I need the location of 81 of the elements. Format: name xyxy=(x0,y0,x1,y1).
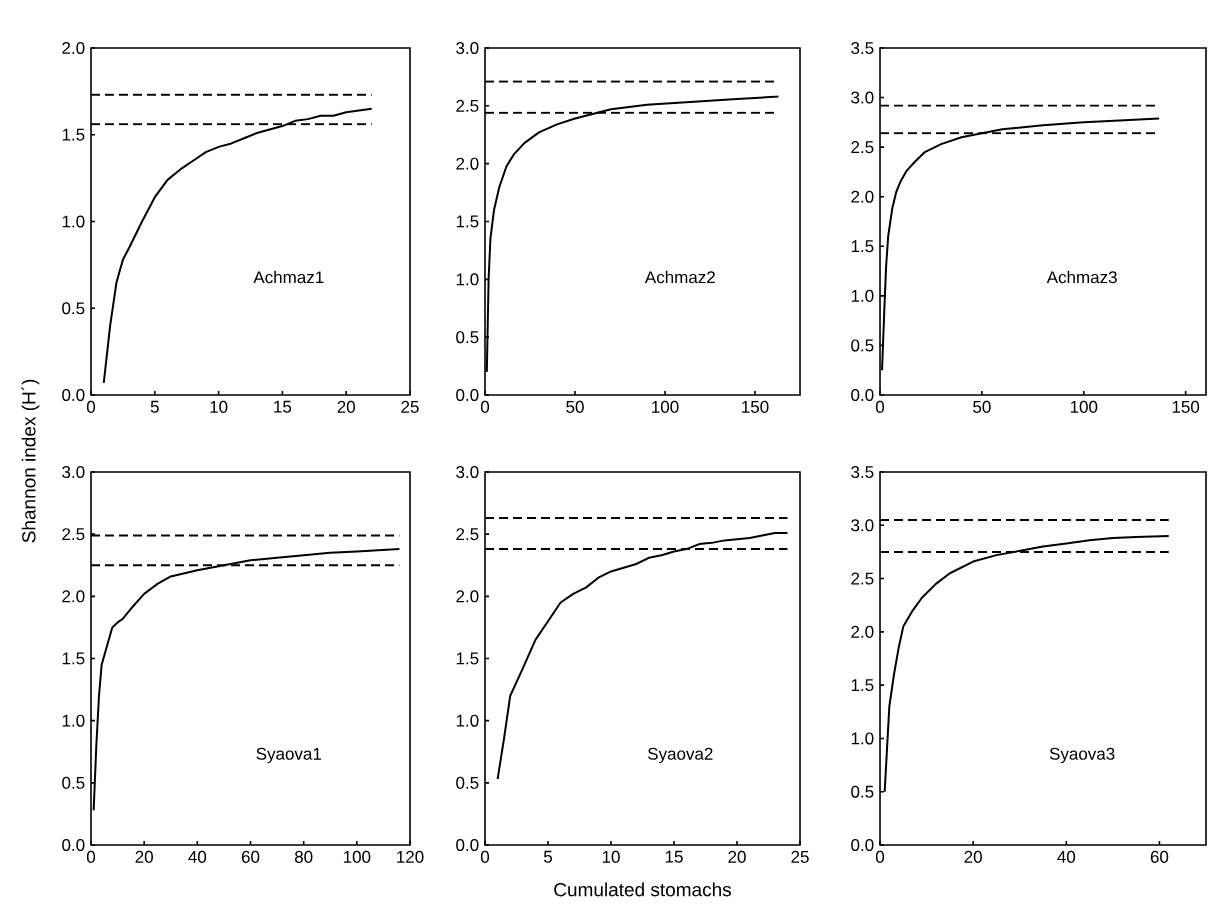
y-tick-label: 1.5 xyxy=(851,679,874,692)
y-tick-label: 2.5 xyxy=(62,528,85,541)
annotation: Achmaz1 xyxy=(253,270,324,284)
y-tick-label: 2.5 xyxy=(851,572,874,585)
annotation: Syaova1 xyxy=(256,747,322,764)
x-tick-label: 0 xyxy=(875,850,885,863)
x-tick-label: 0 xyxy=(86,850,96,863)
y-tick-label: 0.5 xyxy=(62,776,85,789)
y-tick-label: 1.5 xyxy=(851,240,874,253)
x-tick-label: 10 xyxy=(210,400,228,413)
y-tick-label: 1.5 xyxy=(456,215,479,228)
y-tick-label: 2.0 xyxy=(456,157,479,170)
y-tick-label: 0.0 xyxy=(456,388,479,402)
y-tick-label: 2.0 xyxy=(851,625,874,638)
x-tick-label: 60 xyxy=(241,850,260,863)
y-tick-label: 3.0 xyxy=(851,519,874,532)
x-tick-label: 100 xyxy=(1070,400,1098,413)
y-tick-label: 2.5 xyxy=(851,141,874,154)
x-tick-label: 15 xyxy=(665,850,683,863)
annotation: Syaova2 xyxy=(648,747,713,764)
y-tick-label: 0.5 xyxy=(456,776,479,789)
y-tick-label: 1.5 xyxy=(62,128,85,141)
x-tick-label: 60 xyxy=(1150,850,1169,863)
y-tick-label: 1.0 xyxy=(62,714,85,727)
x-tick-label: 0 xyxy=(875,400,885,413)
x-tick-label: 20 xyxy=(337,400,355,413)
y-tick-label: 0.0 xyxy=(62,388,85,402)
y-tick-label: 0.5 xyxy=(851,785,874,798)
x-tick-label: 100 xyxy=(652,400,679,413)
y-tick-label: 3.0 xyxy=(62,465,85,479)
x-tick-label: 25 xyxy=(401,400,419,413)
x-tick-label: 20 xyxy=(728,850,746,863)
y-tick-label: 1.0 xyxy=(62,215,85,228)
annotation: Achmaz2 xyxy=(644,270,715,284)
y-tick-label: 0.5 xyxy=(456,331,479,344)
y-tick-label: 2.0 xyxy=(62,41,85,55)
x-tick-label: 40 xyxy=(188,850,207,863)
x-tick-label: 10 xyxy=(602,850,620,863)
y-tick-label: 2.5 xyxy=(456,528,479,541)
x-tick-label: 150 xyxy=(742,400,769,413)
x-axis-title: Cumulated stomachs xyxy=(554,882,732,897)
y-tick-label: 3.5 xyxy=(851,465,874,479)
y-tick-label: 2.0 xyxy=(62,590,85,603)
y-tick-label: 0.5 xyxy=(62,302,85,315)
y-tick-label: 1.5 xyxy=(62,652,85,665)
y-tick-label: 0.0 xyxy=(456,838,479,852)
y-tick-label: 3.0 xyxy=(456,465,479,479)
y-tick-label: 3.5 xyxy=(851,41,874,55)
y-tick-label: 1.0 xyxy=(456,273,479,286)
x-tick-label: 100 xyxy=(343,850,371,863)
annotation: Syaova3 xyxy=(1049,747,1115,764)
y-tick-label: 0.0 xyxy=(851,388,874,402)
x-tick-label: 40 xyxy=(1057,850,1076,863)
x-tick-label: 20 xyxy=(964,850,982,863)
annotation: Achmaz3 xyxy=(1046,270,1117,284)
x-tick-label: 5 xyxy=(543,850,553,863)
y-tick-label: 2.0 xyxy=(456,590,479,603)
x-tick-label: 80 xyxy=(294,850,313,863)
x-tick-label: 0 xyxy=(480,400,490,413)
x-tick-label: 25 xyxy=(791,850,809,863)
x-tick-label: 150 xyxy=(1172,400,1200,413)
y-tick-label: 2.0 xyxy=(851,190,874,203)
y-tick-label: 0.0 xyxy=(851,838,874,852)
y-tick-label: 0.0 xyxy=(62,838,85,852)
x-tick-label: 5 xyxy=(150,400,159,413)
y-tick-label: 2.5 xyxy=(456,99,479,112)
y-tick-label: 1.0 xyxy=(851,732,874,745)
x-tick-label: 120 xyxy=(397,850,424,863)
x-tick-label: 0 xyxy=(480,850,490,863)
x-tick-label: 0 xyxy=(86,400,96,413)
x-tick-label: 50 xyxy=(973,400,991,413)
y-tick-label: 3.0 xyxy=(456,41,479,55)
y-axis-title: Shannon index (H´) xyxy=(21,379,40,543)
y-tick-label: 1.5 xyxy=(456,652,479,665)
x-tick-label: 20 xyxy=(135,850,153,863)
y-tick-label: 1.0 xyxy=(851,289,874,302)
x-tick-label: 50 xyxy=(566,400,584,413)
y-tick-label: 0.5 xyxy=(851,339,874,352)
y-tick-label: 1.0 xyxy=(456,714,479,727)
y-tick-label: 3.0 xyxy=(851,91,874,104)
x-tick-label: 15 xyxy=(274,400,292,413)
